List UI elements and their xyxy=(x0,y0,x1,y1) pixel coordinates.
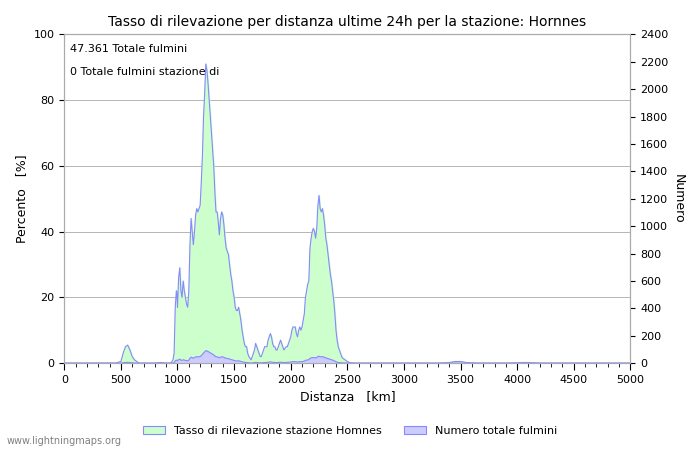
Text: www.lightningmaps.org: www.lightningmaps.org xyxy=(7,436,122,446)
Text: 0 Totale fulmini stazione di: 0 Totale fulmini stazione di xyxy=(70,67,219,77)
Text: 47.361 Totale fulmini: 47.361 Totale fulmini xyxy=(70,44,187,54)
Y-axis label: Numero: Numero xyxy=(672,174,685,224)
Y-axis label: Percento   [%]: Percento [%] xyxy=(15,154,28,243)
Title: Tasso di rilevazione per distanza ultime 24h per la stazione: Hornnes: Tasso di rilevazione per distanza ultime… xyxy=(108,15,587,29)
Legend: Tasso di rilevazione stazione Homnes, Numero totale fulmini: Tasso di rilevazione stazione Homnes, Nu… xyxy=(139,421,561,440)
X-axis label: Distanza   [km]: Distanza [km] xyxy=(300,391,395,404)
